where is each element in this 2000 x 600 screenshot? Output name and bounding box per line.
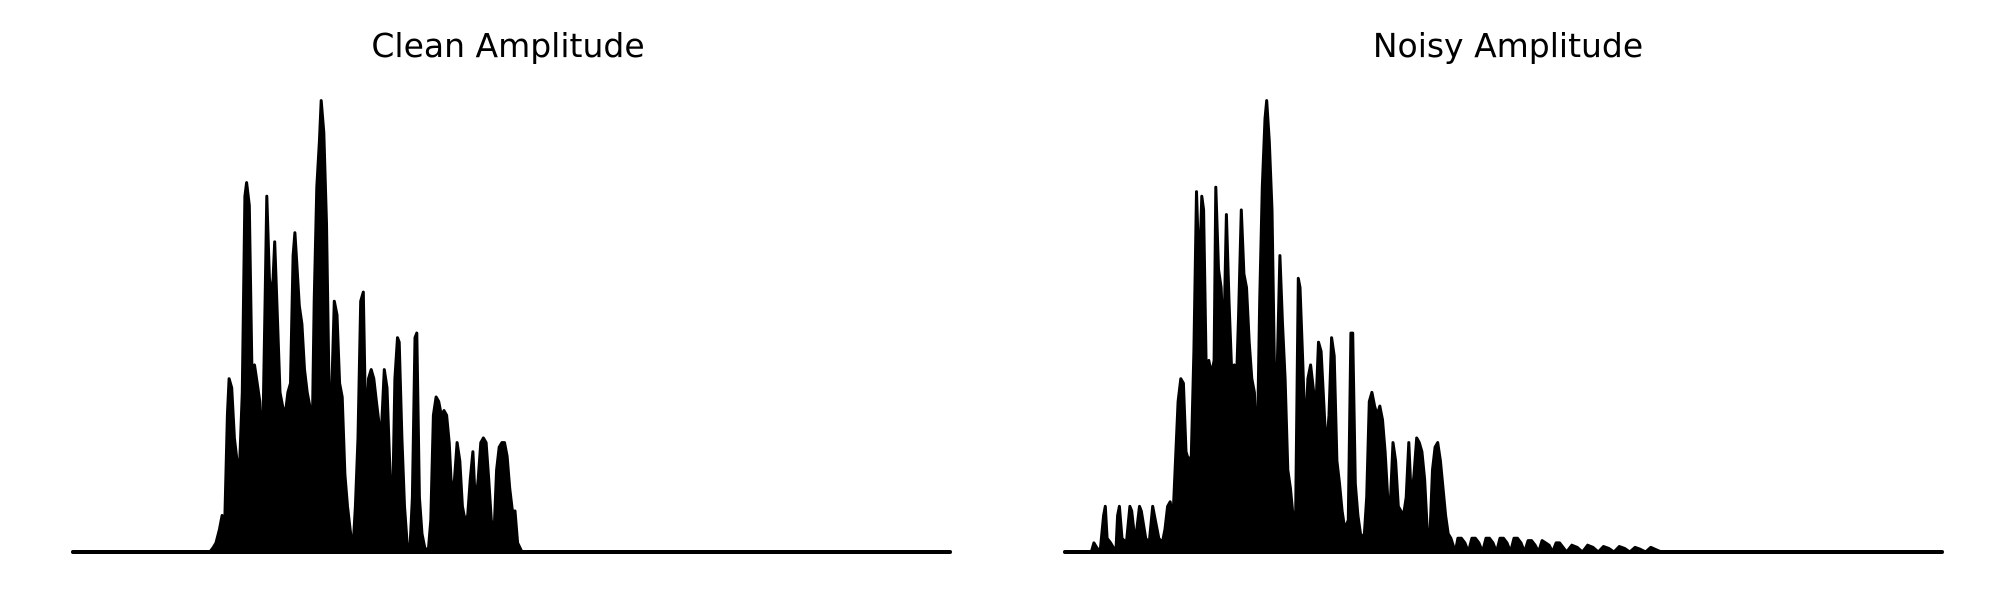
noisy-amplitude-panel: Noisy Amplitude xyxy=(1000,0,2000,600)
noisy-amplitude-chart xyxy=(1063,99,1944,554)
amplitude-envelope xyxy=(1063,99,1944,554)
noisy-amplitude-title: Noisy Amplitude xyxy=(1372,26,1644,65)
amplitude-envelope xyxy=(71,99,952,554)
clean-amplitude-panel: Clean Amplitude xyxy=(71,26,952,554)
clean-amplitude-title: Clean Amplitude xyxy=(371,26,645,65)
clean-amplitude-chart xyxy=(71,99,952,554)
